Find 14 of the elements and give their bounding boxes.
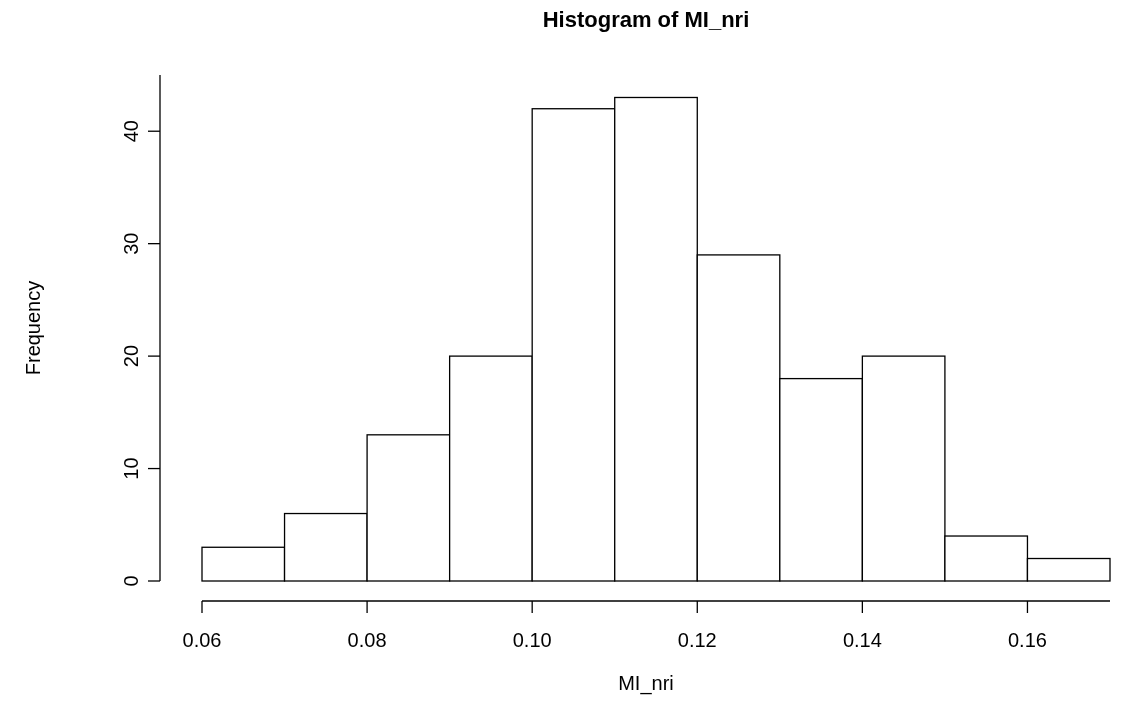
y-tick-label: 10: [120, 457, 142, 480]
x-tick-label: 0.06: [182, 629, 222, 651]
x-axis-title: MI_nri: [618, 672, 674, 695]
y-tick-label: 30: [120, 232, 142, 255]
x-tick-label: 0.10: [512, 629, 552, 651]
y-tick-label: 20: [120, 344, 142, 368]
x-tick-label: 0.12: [677, 629, 717, 651]
chart-title: Histogram of MI_nri: [542, 7, 750, 32]
y-tick-label: 40: [120, 120, 142, 143]
x-tick-label: 0.16: [1007, 629, 1047, 651]
y-tick-label: 0: [120, 575, 142, 587]
x-tick-label: 0.14: [842, 629, 882, 651]
x-tick-label: 0.08: [347, 629, 387, 651]
y-axis-title: Frequency: [22, 280, 44, 376]
